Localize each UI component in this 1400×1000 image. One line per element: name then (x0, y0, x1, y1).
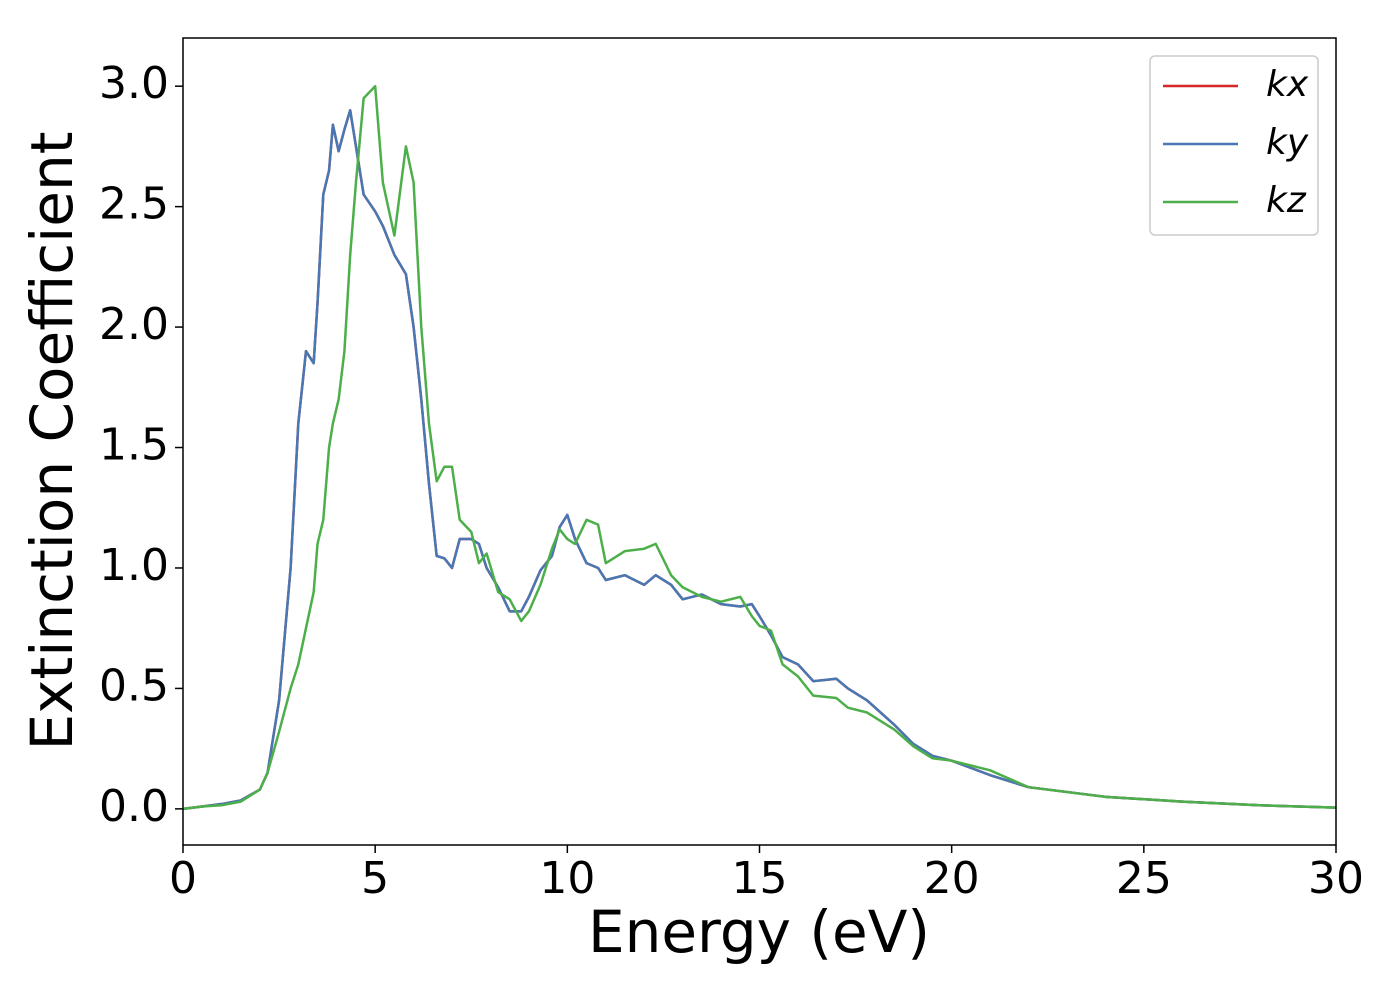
x-tick-label: 5 (361, 853, 389, 904)
x-tick-label: 15 (732, 853, 788, 904)
x-tick-label: 10 (539, 853, 595, 904)
y-tick-label: 2.5 (99, 179, 169, 230)
line-series (182, 84, 1337, 811)
x-tick-label: 0 (169, 853, 197, 904)
legend-label: kx (1266, 64, 1309, 105)
x-tick-label: 25 (1116, 853, 1172, 904)
y-axis-label: Extinction Coefficient (18, 132, 86, 751)
x-tick-label: 30 (1308, 853, 1364, 904)
x-axis-label: Energy (eV) (588, 898, 930, 966)
y-tick-label: 1.0 (99, 540, 169, 591)
y-tick-label: 1.5 (99, 420, 169, 471)
line-series (182, 109, 1337, 811)
y-tick-label: 0.0 (99, 781, 169, 832)
legend-box (1149, 55, 1319, 236)
legend-label: ky (1266, 122, 1309, 163)
x-tick-label: 20 (924, 853, 980, 904)
y-tick-label: 2.0 (99, 299, 169, 350)
legend-label: kz (1266, 180, 1307, 221)
plot-frame (182, 37, 1337, 846)
y-tick-label: 0.5 (99, 660, 169, 711)
y-tick-label: 3.0 (99, 58, 169, 109)
